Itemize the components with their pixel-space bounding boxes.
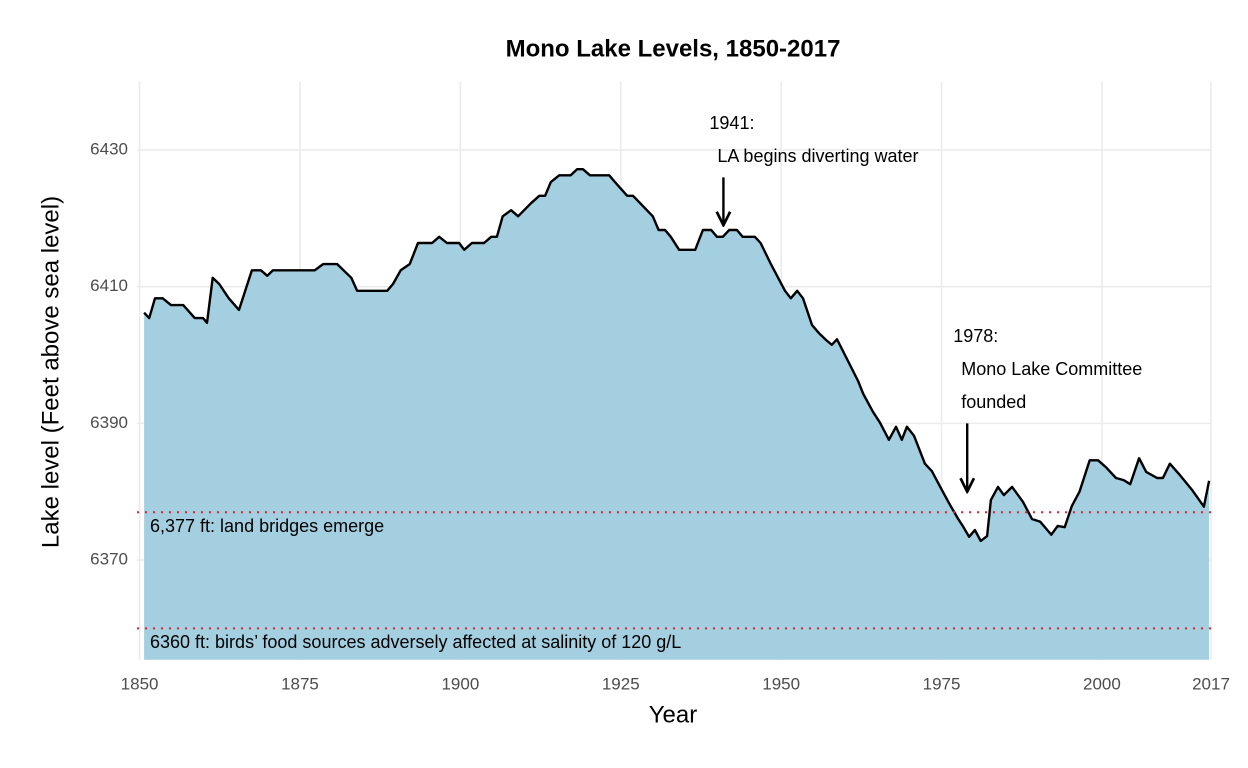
- y-axis-title: Lake level (Feet above sea level): [37, 196, 64, 548]
- line: [143, 168, 1211, 543]
- annotation-text: 1941:: [709, 113, 754, 133]
- annotation-text: 1978:: [953, 326, 998, 346]
- plot-area: 6,377 ft: land bridges emerge 6360 ft: bi…: [137, 113, 1212, 660]
- x-tick-label: 1925: [602, 674, 640, 693]
- annotation-text: founded: [961, 392, 1026, 412]
- reference-label: 6,377 ft: land bridges emerge: [150, 516, 384, 536]
- chart-title: Mono Lake Levels, 1850-2017: [506, 35, 841, 62]
- y-tick-label: 6370: [90, 550, 128, 569]
- x-tick-label: 1975: [923, 674, 961, 693]
- x-axis-title: Year: [649, 701, 698, 728]
- x-tick-label: 1950: [762, 674, 800, 693]
- y-tick-label: 6410: [90, 276, 128, 295]
- reference-label: 6360 ft: birds’ food sources adversely a…: [150, 632, 681, 652]
- y-tick-label: 6430: [90, 140, 128, 159]
- x-tick-label: 1875: [281, 674, 319, 693]
- y-tick-label: 6390: [90, 413, 128, 432]
- annotation-text: LA begins diverting water: [717, 146, 918, 166]
- x-tick-label: 1900: [441, 674, 479, 693]
- area: [144, 169, 1210, 660]
- x-tick-label: 2000: [1083, 674, 1121, 693]
- annotation-text: Mono Lake Committee: [961, 359, 1142, 379]
- x-tick-label: 1850: [121, 674, 159, 693]
- x-tick-label: 2017: [1192, 674, 1230, 693]
